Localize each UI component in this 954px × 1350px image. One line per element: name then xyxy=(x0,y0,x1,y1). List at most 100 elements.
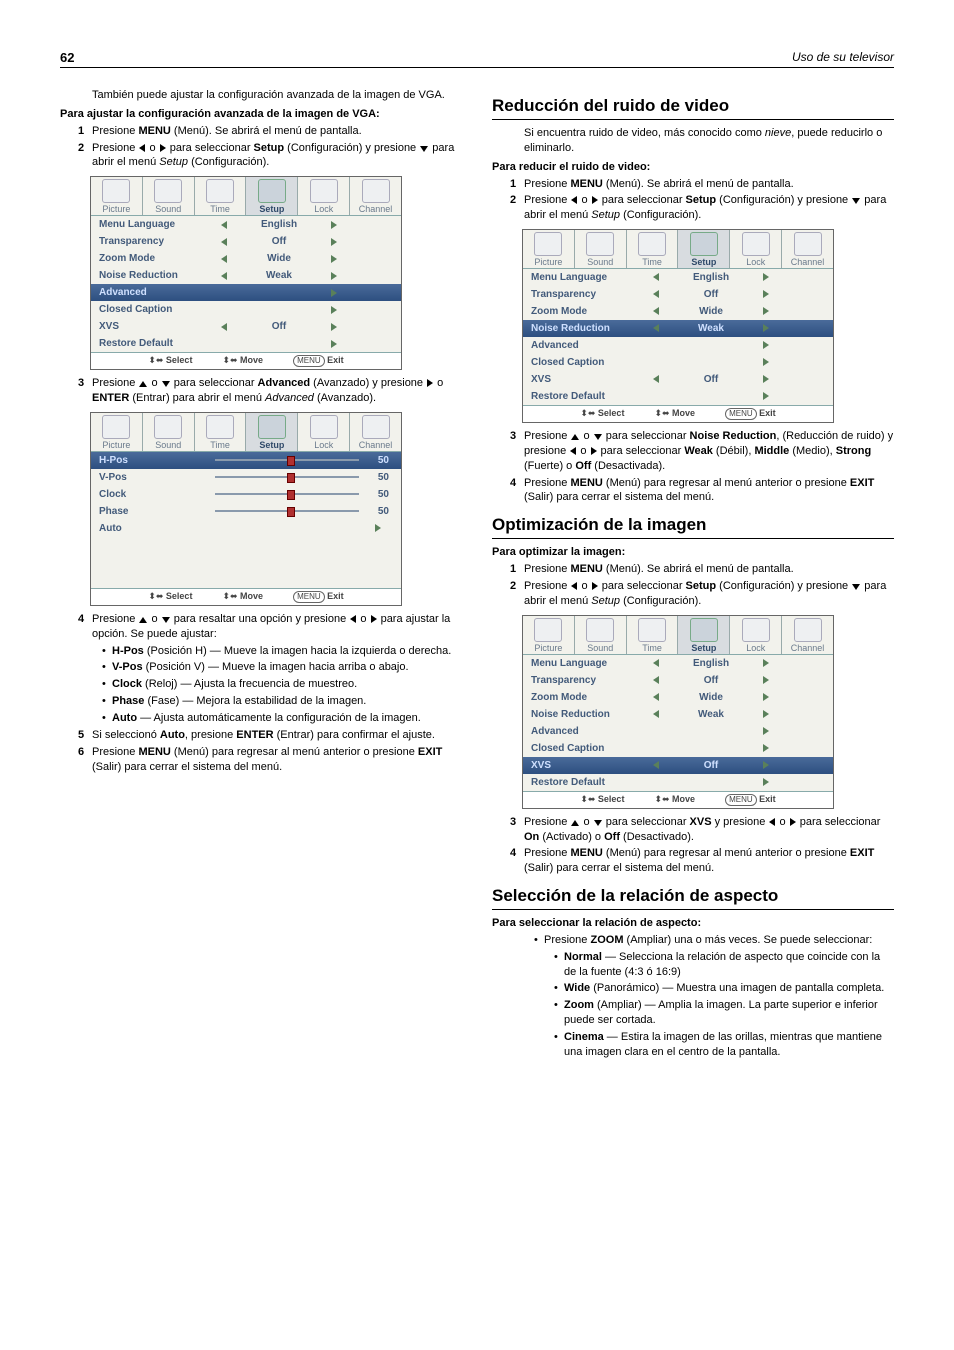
tab-icon xyxy=(586,232,614,256)
osd-row: Phase50 xyxy=(91,503,401,520)
vga-intro: También puede ajustar la configuración a… xyxy=(60,88,462,103)
osd-row: V-Pos50 xyxy=(91,469,401,486)
osd-row: Menu LanguageEnglish xyxy=(523,655,833,672)
osd-row: Advanced xyxy=(523,723,833,740)
aspect-cinema: Cinema — Estira la imagen de las orillas… xyxy=(554,1030,894,1060)
vga-subhead: Para ajustar la configuración avanzada d… xyxy=(60,107,462,122)
tab-icon xyxy=(690,232,718,256)
opt-subhead: Para optimizar la imagen: xyxy=(492,545,894,560)
osd-advanced-menu: PictureSoundTimeSetupLockChannel H-Pos50… xyxy=(90,412,402,606)
osd-row: Advanced xyxy=(91,284,401,301)
tab-icon xyxy=(154,415,182,439)
vga-steps: 1 Presione MENU (Menú). Se abrirá el men… xyxy=(60,124,462,171)
left-column: También puede ajustar la configuración a… xyxy=(60,86,462,1062)
noise-intro: Si encuentra ruido de video, más conocid… xyxy=(492,126,894,156)
osd-tab-lock: Lock xyxy=(298,413,350,451)
osd-row: H-Pos50 xyxy=(91,452,401,469)
opt-step-2: 2 Presione o para seleccionar Setup (Con… xyxy=(510,579,894,609)
osd-footer: ⬍⬌ Select ⬍⬌ Move MENU Exit xyxy=(91,588,401,605)
osd-row: XVSOff xyxy=(91,318,401,335)
header-title: Uso de su televisor xyxy=(792,50,894,65)
step-4: 4 Presione o para resaltar una opción y … xyxy=(78,612,462,726)
tab-icon xyxy=(534,232,562,256)
tab-icon xyxy=(362,179,390,203)
tab-icon xyxy=(794,232,822,256)
vga-steps-3: 4 Presione o para resaltar una opción y … xyxy=(60,612,462,774)
opt-auto: Auto — Ajusta automáticamente la configu… xyxy=(102,711,462,726)
tab-icon xyxy=(102,415,130,439)
tab-icon xyxy=(534,618,562,642)
page-number: 62 xyxy=(60,50,74,65)
osd-row: Noise ReductionWeak xyxy=(523,706,833,723)
noise-step-2: 2 Presione o para seleccionar Setup (Con… xyxy=(510,193,894,223)
osd-row: XVSOff xyxy=(523,371,833,388)
osd-footer: ⬍⬌ Select ⬍⬌ Move MENU Exit xyxy=(523,791,833,808)
tab-icon xyxy=(154,179,182,203)
tab-icon xyxy=(742,618,770,642)
tab-icon xyxy=(638,618,666,642)
osd-row: Closed Caption xyxy=(91,301,401,318)
step-5: 5 Si seleccionó Auto, presione ENTER (En… xyxy=(78,728,462,743)
noise-subhead: Para reducir el ruido de video: xyxy=(492,160,894,175)
noise-step-3: 3 Presione o para seleccionar Noise Redu… xyxy=(510,429,894,474)
osd-row: Clock50 xyxy=(91,486,401,503)
osd-tab-picture: Picture xyxy=(91,177,143,215)
osd-row: Advanced xyxy=(523,337,833,354)
heading-noise: Reducción del ruido de video xyxy=(492,96,894,120)
osd-tab-sound: Sound xyxy=(143,177,195,215)
osd-row: Noise ReductionWeak xyxy=(91,267,401,284)
osd-tab-setup: Setup xyxy=(246,413,298,451)
osd-tab-time: Time xyxy=(195,413,247,451)
osd-setup-menu: PictureSoundTimeSetupLockChannel Menu La… xyxy=(90,176,402,370)
tab-icon xyxy=(258,415,286,439)
noise-steps: 1 Presione MENU (Menú). Se abrirá el men… xyxy=(492,177,894,224)
step-2: 2 Presione o para seleccionar Setup (Con… xyxy=(78,141,462,171)
opt-clock: Clock (Reloj) — Ajusta la frecuencia de … xyxy=(102,677,462,692)
aspect-options: Normal — Selecciona la relación de aspec… xyxy=(544,950,894,1060)
aspect-wide: Wide (Panorámico) — Muestra una imagen d… xyxy=(554,981,894,996)
osd-row: Restore Default xyxy=(91,335,401,352)
opt-step-1: 1 Presione MENU (Menú). Se abrirá el men… xyxy=(510,562,894,577)
heading-aspect: Selección de la relación de aspecto xyxy=(492,886,894,910)
tab-icon xyxy=(362,415,390,439)
osd-setup-menu: PictureSoundTimeSetupLockChannel Menu La… xyxy=(522,229,834,423)
noise-step-4: 4 Presione MENU (Menú) para regresar al … xyxy=(510,476,894,506)
heading-opt: Optimización de la imagen xyxy=(492,515,894,539)
osd-tab-setup: Setup xyxy=(246,177,298,215)
page-header: 62 Uso de su televisor xyxy=(60,50,894,68)
right-column: Reducción del ruido de video Si encuentr… xyxy=(492,86,894,1062)
noise-steps-2: 3 Presione o para seleccionar Noise Redu… xyxy=(492,429,894,505)
vga-options: H-Pos (Posición H) — Mueve la imagen hac… xyxy=(92,644,462,726)
osd-row: XVSOff xyxy=(523,757,833,774)
osd-row: Restore Default xyxy=(523,388,833,405)
osd-tab-setup: Setup xyxy=(678,616,730,654)
page: 62 Uso de su televisor También puede aju… xyxy=(0,0,954,1102)
osd-row: Zoom ModeWide xyxy=(523,303,833,320)
opt-phase: Phase (Fase) — Mejora la estabilidad de … xyxy=(102,694,462,709)
osd-tab-channel: Channel xyxy=(350,413,401,451)
noise-step-1: 1 Presione MENU (Menú). Se abrirá el men… xyxy=(510,177,894,192)
osd-row: Zoom ModeWide xyxy=(91,250,401,267)
tab-icon xyxy=(206,179,234,203)
tab-icon xyxy=(638,232,666,256)
osd-tab-sound: Sound xyxy=(143,413,195,451)
osd-row: Menu LanguageEnglish xyxy=(91,216,401,233)
osd-tab-picture: Picture xyxy=(523,230,575,268)
osd-row: Zoom ModeWide xyxy=(523,689,833,706)
osd-row: Noise ReductionWeak xyxy=(523,320,833,337)
opt-step-3: 3 Presione o para seleccionar XVS y pres… xyxy=(510,815,894,845)
osd-tab-sound: Sound xyxy=(575,230,627,268)
osd-tab-lock: Lock xyxy=(730,230,782,268)
osd-row: Restore Default xyxy=(523,774,833,791)
osd-tab-channel: Channel xyxy=(782,230,833,268)
tab-icon xyxy=(310,415,338,439)
step-6: 6 Presione MENU (Menú) para regresar al … xyxy=(78,745,462,775)
osd-tab-sound: Sound xyxy=(575,616,627,654)
tab-icon xyxy=(258,179,286,203)
osd-tab-lock: Lock xyxy=(298,177,350,215)
step-3: 3 Presione o para seleccionar Advanced (… xyxy=(78,376,462,406)
opt-hpos: H-Pos (Posición H) — Mueve la imagen hac… xyxy=(102,644,462,659)
aspect-zoom-intro: Presione ZOOM (Ampliar) una o más veces.… xyxy=(534,933,894,1060)
osd-tab-time: Time xyxy=(195,177,247,215)
osd-tab-picture: Picture xyxy=(91,413,143,451)
